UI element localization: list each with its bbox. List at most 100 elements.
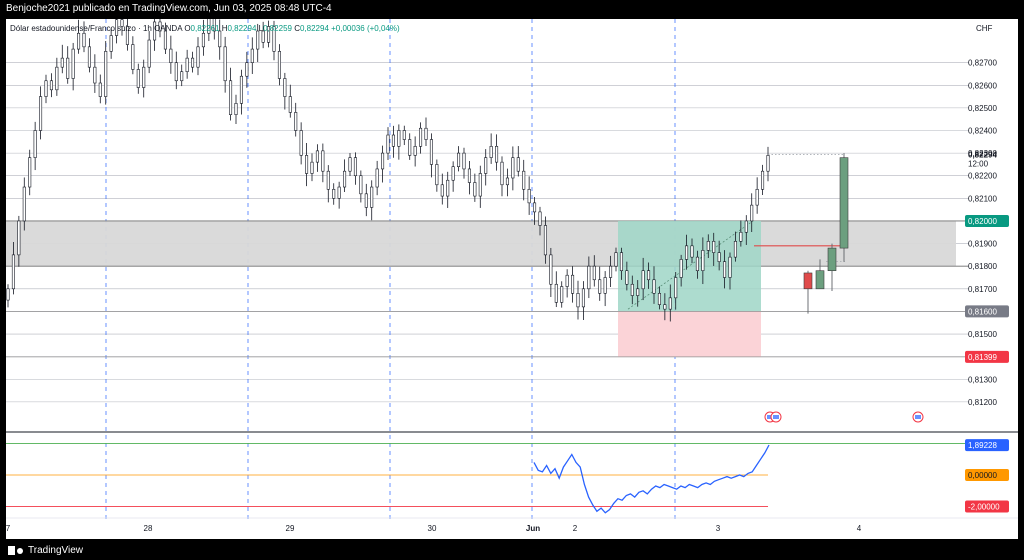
candle-body xyxy=(674,277,678,299)
candle-body xyxy=(755,188,759,206)
candle-body xyxy=(478,173,482,197)
candle-body xyxy=(109,35,113,52)
candle-body xyxy=(695,256,699,272)
candle-body xyxy=(60,57,64,68)
candle-body xyxy=(706,241,710,251)
candle-body xyxy=(603,277,607,294)
candle-body xyxy=(136,69,140,88)
candle-body xyxy=(245,62,249,77)
candle-body xyxy=(218,30,222,48)
candle-body xyxy=(283,78,287,97)
ind-level-label: 0,00000 xyxy=(968,471,997,480)
price-label-badge xyxy=(965,305,1009,318)
candle-body xyxy=(288,96,292,113)
symbol-legend[interactable]: Dólar estadounidense/Franco suizo · 1h O… xyxy=(10,24,400,33)
candle-body xyxy=(104,51,108,97)
candle-body xyxy=(294,112,298,131)
flag-icon-fill xyxy=(767,415,773,419)
x-tick-label: Jun xyxy=(526,524,540,533)
x-tick-label: 30 xyxy=(428,524,437,533)
projection-candle xyxy=(827,247,837,272)
x-tick-label: 7 xyxy=(6,524,11,533)
candle-body xyxy=(446,179,450,197)
candle-body xyxy=(495,146,499,163)
projection-candle xyxy=(815,270,825,290)
candle-body xyxy=(750,204,754,222)
candle-body xyxy=(397,130,401,147)
candle-body xyxy=(28,157,32,188)
candle-body xyxy=(391,134,395,147)
candle-body xyxy=(370,186,374,208)
position-profit-zone xyxy=(618,220,761,312)
candle-body xyxy=(169,48,173,63)
price-label-text: 0,82000 xyxy=(968,217,997,226)
candle-body xyxy=(609,265,613,278)
candle-body xyxy=(728,256,732,278)
y-tick-label: 0,82500 xyxy=(968,104,997,113)
last-price-label: 0,82294 xyxy=(968,150,997,159)
candle-body xyxy=(571,274,575,294)
candle-body xyxy=(142,66,146,88)
x-tick-label: 28 xyxy=(144,524,153,533)
candle-body xyxy=(457,152,461,167)
candle-body xyxy=(723,261,727,278)
candle-body xyxy=(766,155,770,172)
indicator-line xyxy=(533,444,770,514)
candle-body xyxy=(440,184,444,197)
candle-body xyxy=(305,155,309,174)
candle-body xyxy=(66,57,70,79)
candle-body xyxy=(462,152,466,170)
x-tick-label: 4 xyxy=(857,524,862,533)
candle-body xyxy=(527,188,531,204)
position-loss-zone xyxy=(618,311,761,357)
candle-body xyxy=(33,130,37,158)
candle-body xyxy=(87,46,91,68)
flag-icon-fill xyxy=(773,415,779,419)
candle-body xyxy=(717,252,721,262)
candle-body xyxy=(272,26,276,52)
candle-body xyxy=(419,127,423,147)
projection-candle xyxy=(839,157,849,249)
candle-body xyxy=(511,157,515,179)
candle-body xyxy=(267,26,271,43)
candle-body xyxy=(435,164,439,186)
candle-body xyxy=(147,39,151,68)
candle-body xyxy=(386,134,390,154)
candle-body xyxy=(522,170,526,190)
chart-svg[interactable]: 0,827000,826000,825000,824000,823000,822… xyxy=(6,4,1018,539)
candle-body xyxy=(120,19,124,27)
tradingview-logo-icon xyxy=(8,546,24,555)
position-diagonal xyxy=(627,220,754,310)
candle-body xyxy=(543,225,547,256)
candle-body xyxy=(739,231,743,242)
candle-body xyxy=(98,82,102,97)
price-label-text: 0,81600 xyxy=(968,307,997,316)
candle-body xyxy=(353,157,357,177)
candle-body xyxy=(115,19,119,36)
y-tick-label: 0,81700 xyxy=(968,285,997,294)
candle-body xyxy=(191,57,195,68)
candles-group xyxy=(6,4,770,322)
candle-body xyxy=(326,170,330,190)
y-tick-label: 0,82100 xyxy=(968,194,997,203)
candle-body xyxy=(6,288,10,301)
candle-body xyxy=(375,168,379,188)
candle-body xyxy=(538,211,542,226)
footer-brand: TradingView xyxy=(28,545,84,556)
currency-label: CHF xyxy=(976,24,993,33)
candle-body xyxy=(625,270,629,285)
x-tick-label: 29 xyxy=(286,524,295,533)
candle-body xyxy=(229,80,233,115)
candle-body xyxy=(321,150,325,172)
footer: TradingView xyxy=(8,545,83,556)
y-tick-label: 0,82300 xyxy=(968,149,997,158)
candle-body xyxy=(761,170,765,190)
candle-body xyxy=(185,57,189,73)
candle-body xyxy=(614,252,618,267)
y-tick-label: 0,82600 xyxy=(968,81,997,90)
price-label-badge xyxy=(965,214,1009,227)
candle-body xyxy=(424,127,428,140)
y-tick-label: 0,82700 xyxy=(968,59,997,68)
candle-body xyxy=(315,150,319,163)
